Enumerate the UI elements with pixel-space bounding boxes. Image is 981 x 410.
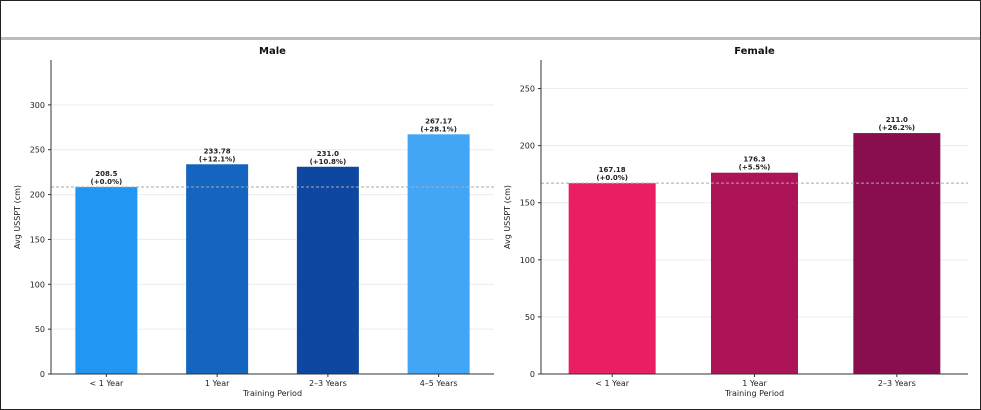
female-bar-1 <box>711 172 798 374</box>
female-value-label-0: 167.18 <box>599 166 626 174</box>
male-bar-0 <box>75 186 138 374</box>
female-pct-label-1: (+5.5%) <box>739 164 771 172</box>
male-pct-label-2: (+10.8%) <box>310 158 347 166</box>
male-bar-2 <box>296 166 359 374</box>
female-pct-label-2: (+26.2%) <box>879 124 916 132</box>
female-ytick-label-1: 50 <box>525 313 535 322</box>
female-x-axis-label: Training Period <box>724 389 784 398</box>
male-x-axis-label: Training Period <box>242 389 302 398</box>
female-bar-0 <box>568 183 656 374</box>
female-xtick-label-0: < 1 Year <box>595 379 630 388</box>
male-bar-1 <box>186 164 249 374</box>
female-ytick-label-2: 100 <box>520 256 535 265</box>
female-xtick-label-1: 1 Year <box>742 379 767 388</box>
female-chart-title: Female <box>734 46 775 57</box>
male-xtick-label-1: 1 Year <box>205 379 230 388</box>
male-pct-label-1: (+12.1%) <box>199 155 236 163</box>
male-pct-label-3: (+28.1%) <box>420 125 457 133</box>
male-ytick-label-6: 300 <box>30 101 45 110</box>
male-ytick-label-2: 100 <box>30 280 45 289</box>
male-ytick-label-3: 150 <box>30 235 45 244</box>
male-value-label-3: 267.17 <box>425 117 452 125</box>
female-ytick-label-4: 200 <box>520 142 535 151</box>
male-xtick-label-3: 4–5 Years <box>420 379 458 388</box>
male-value-label-1: 233.78 <box>204 147 231 155</box>
female-bar-2 <box>853 133 941 374</box>
female-ytick-label-5: 250 <box>520 85 535 94</box>
male-ytick-label-0: 0 <box>40 370 45 379</box>
female-y-axis-label: Avg USSPT (cm) <box>503 185 512 249</box>
female-value-label-1: 176.3 <box>743 156 765 164</box>
male-ytick-label-5: 250 <box>30 146 45 155</box>
female-ytick-label-3: 150 <box>520 199 535 208</box>
male-y-axis-label: Avg USSPT (cm) <box>13 185 22 249</box>
female-ytick-label-0: 0 <box>530 370 535 379</box>
male-xtick-label-0: < 1 Year <box>89 379 124 388</box>
header-divider <box>1 37 980 40</box>
female-pct-label-0: (+0.0%) <box>596 174 628 182</box>
female-value-label-2: 211.0 <box>886 116 908 124</box>
male-xtick-label-2: 2–3 Years <box>309 379 347 388</box>
male-chart-title: Male <box>259 46 286 57</box>
male-value-label-0: 208.5 <box>95 170 117 178</box>
male-ytick-label-4: 200 <box>30 191 45 200</box>
male-bar-3 <box>407 134 470 374</box>
male-value-label-2: 231.0 <box>317 150 339 158</box>
male-ytick-label-1: 50 <box>35 325 45 334</box>
male-pct-label-0: (+0.0%) <box>91 178 123 186</box>
female-xtick-label-2: 2–3 Years <box>878 379 916 388</box>
